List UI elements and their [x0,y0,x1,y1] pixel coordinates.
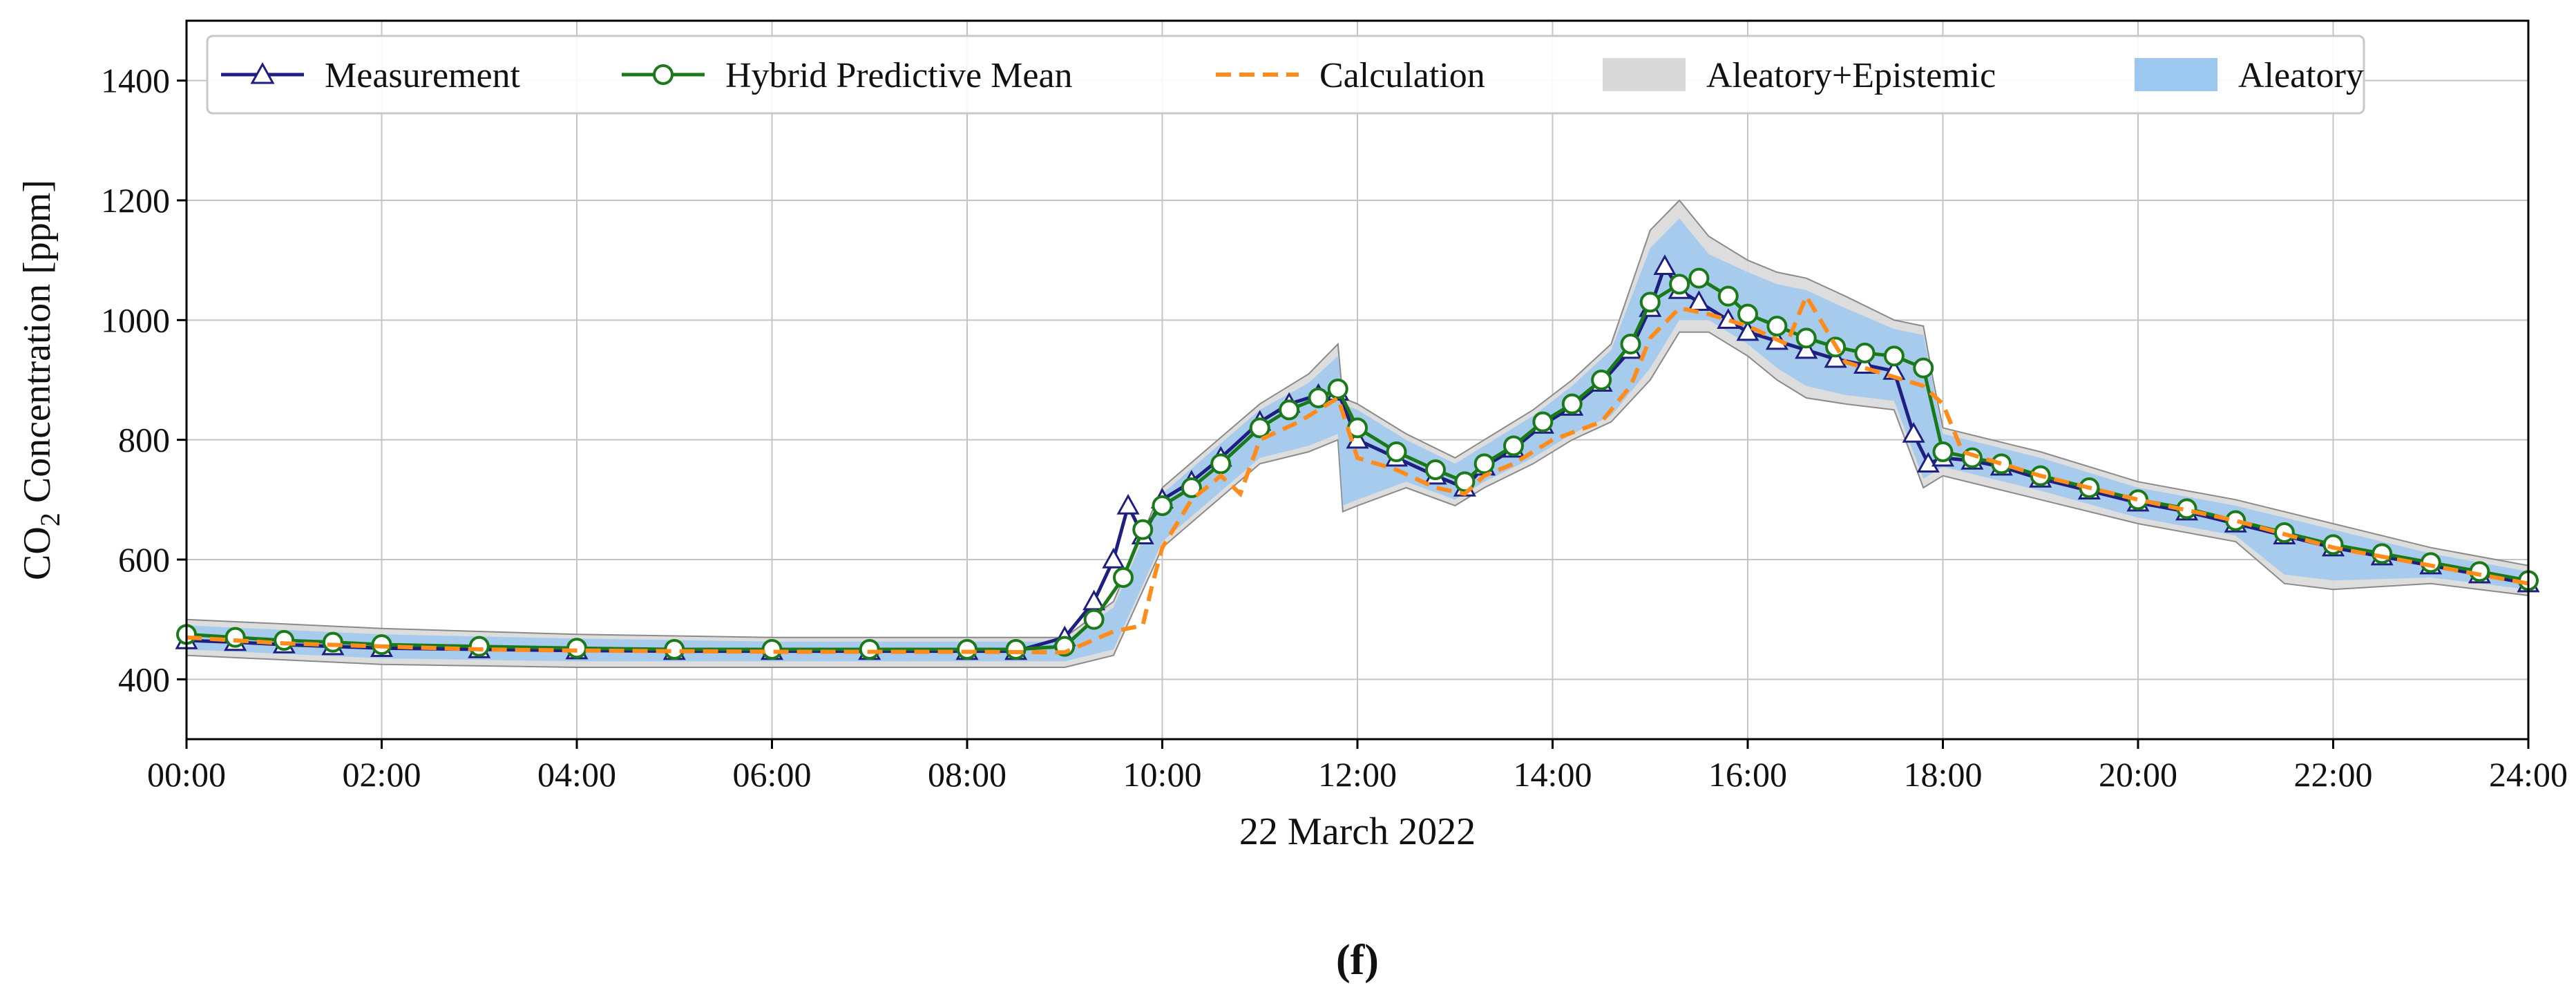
hybrid-mean-point-20 [1279,399,1300,421]
x-axis-ticks: 00:00 02:00 04:00 06:00 08:00 10:00 12:00 14:00… [147,739,2568,794]
hybrid-mean-point-30 [1561,393,1583,414]
hybrid-mean-point-19 [1249,417,1270,439]
legend-label-hybrid: Hybrid Predictive Mean [725,56,1073,95]
x-tick-label-9: 18:00 [1904,755,1983,794]
x-tick-label-0: 00:00 [147,755,226,794]
hybrid-mean-point-2 [274,630,295,651]
measurement-point-35 [1653,254,1677,276]
x-tick-label-3: 06:00 [733,755,812,794]
hybrid-mean-point-35 [1688,267,1710,289]
hybrid-mean-point-8 [761,639,783,660]
hybrid-mean-point-1 [225,627,246,648]
y-tick-label-0: 400 [118,660,170,698]
hybrid-mean-point-13 [1083,609,1105,630]
x-tick-label-1: 02:00 [343,755,421,794]
hybrid-mean-point-33 [1639,292,1661,313]
measurement-point-46 [1916,452,1940,473]
x-tick-label-5: 10:00 [1123,755,1202,794]
hybrid-mean-point-15 [1132,519,1154,540]
y-axis-title-suffix: Concentration [ppm] [16,180,59,513]
x-tick-label-10: 20:00 [2099,755,2177,794]
hybrid-mean-point-37 [1737,303,1758,325]
hybrid-mean-point-5 [468,636,490,657]
legend: Measurement Hybrid Predictive Mean Calcula… [206,35,2365,115]
legend-label-measurement: Measurement [325,56,521,95]
measurement-point-42 [1824,347,1847,368]
hybrid-mean-point-14 [1113,567,1134,588]
hybrid-mean-point-16 [1152,495,1173,516]
hybrid-mean-point-29 [1532,411,1554,432]
hybrid-mean-point-27 [1473,453,1495,475]
x-tick-label-7: 14:00 [1514,755,1592,794]
hybrid-mean-point-36 [1717,285,1739,307]
hybrid-mean-point-25 [1425,459,1446,480]
hybrid-mean-point-26 [1454,471,1476,493]
measurement-point-39 [1736,320,1759,341]
x-axis-title: 22 March 2022 [1239,810,1476,853]
hybrid-mean-point-9 [859,639,880,660]
hybrid-mean-point-21 [1308,388,1329,408]
y-axis-title-prefix: CO [16,526,59,580]
legend-swatch-band [1603,58,1686,91]
legend-label-aleatory_epistemic: Aleatory+Epistemic [1706,56,1996,95]
hybrid-mean-point-38 [1766,316,1788,336]
x-tick-label-6: 12:00 [1318,755,1397,794]
legend-entry-calculation: Calculation [1216,56,1485,95]
hybrid-mean-point-43 [1913,357,1934,379]
legend-box [206,35,2365,115]
y-tick-label-3: 1000 [101,301,170,339]
hybrid-mean-point-6 [566,638,587,659]
hybrid-mean-point-44 [1932,441,1954,462]
hybrid-mean-point-41 [1854,343,1876,363]
measurement-point-14 [1102,547,1125,569]
x-tick-label-4: 08:00 [928,755,1006,794]
hybrid-mean-point-17 [1181,477,1202,498]
legend-entry-aleatory_epistemic: Aleatory+Epistemic [1603,56,1996,95]
y-tick-label-1: 600 [118,540,170,579]
measurement-point-41 [1795,338,1818,359]
legend-label-aleatory: Aleatory [2238,56,2364,95]
hybrid-mean-point-28 [1503,435,1524,457]
measurement-point-37 [1687,290,1710,312]
hybrid-mean-point-31 [1591,370,1612,390]
hybrid-mean-point-22 [1327,379,1348,399]
hybrid-mean-point-42 [1883,345,1905,367]
hybrid-mean-point-18 [1210,453,1232,475]
legend-label-calculation: Calculation [1319,56,1485,95]
x-tick-label-2: 04:00 [537,755,616,794]
legend-entry-aleatory: Aleatory [2135,56,2364,95]
x-tick-label-8: 16:00 [1708,755,1787,794]
hybrid-mean-point-3 [322,631,343,653]
x-tick-label-12: 24:00 [2489,755,2568,794]
legend-swatch-marker [250,61,275,84]
x-tick-label-11: 22:00 [2294,755,2373,794]
hybrid-mean-point-53 [2322,534,2344,555]
y-tick-label-2: 800 [118,421,170,459]
calculation-line [186,291,2529,655]
hybrid-mean-point-10 [957,639,977,660]
y-tick-label-5: 1400 [101,61,170,100]
hybrid-mean-point-32 [1620,334,1641,354]
hybrid-mean-point-39 [1795,327,1817,349]
legend-entry-measurement: Measurement [221,56,521,95]
hybrid-mean-point-11 [1005,639,1027,660]
legend-swatch-marker [653,64,674,85]
y-axis-ticks: 400 600 800 1000 1200 1400 [101,61,187,698]
measurement-point-45 [1902,421,1925,443]
y-tick-label-4: 1200 [101,181,170,220]
y-axis-title: CO2 Concentration [ppm] [16,180,66,580]
measurement-point-15 [1116,493,1140,515]
hybrid-mean-point-24 [1386,441,1407,462]
hybrid-mean-point-46 [1991,453,2012,475]
panel-label: (f) [1336,937,1379,984]
hybrid-mean-point-34 [1669,274,1690,295]
legend-swatch-band [2135,58,2217,91]
legend-entry-hybrid: Hybrid Predictive Mean [622,56,1073,95]
y-axis-title-subscript: 2 [35,513,66,526]
